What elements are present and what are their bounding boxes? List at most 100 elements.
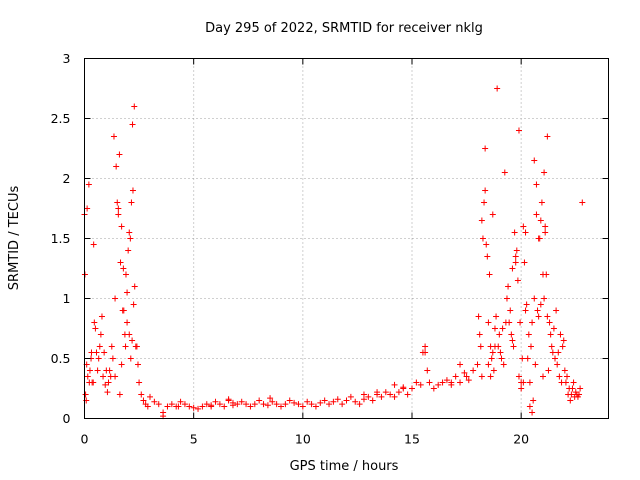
data-point (483, 241, 490, 248)
data-point (482, 187, 489, 194)
data-point (532, 361, 539, 368)
data-point (126, 229, 133, 236)
data-point (391, 393, 398, 400)
data-point (260, 401, 267, 408)
data-point (91, 319, 98, 326)
x-tick-labels: 0 5 10 15 20 (81, 432, 530, 447)
data-point (545, 367, 552, 374)
data-point (229, 399, 236, 406)
data-point (463, 373, 470, 380)
data-point (500, 361, 507, 368)
data-point (86, 367, 93, 374)
data-point (475, 313, 482, 320)
data-point (533, 211, 540, 218)
data-point (286, 397, 293, 404)
data-point (561, 367, 568, 374)
data-point (308, 401, 315, 408)
data-point (129, 187, 136, 194)
data-point (422, 343, 429, 350)
data-point (435, 381, 442, 388)
data-point (548, 343, 555, 350)
data-point (84, 205, 91, 212)
data-point (120, 265, 127, 272)
data-point (395, 389, 402, 396)
data-point (476, 331, 483, 338)
data-point (531, 295, 538, 302)
data-point (108, 343, 115, 350)
data-point (347, 393, 354, 400)
data-point (543, 271, 550, 278)
data-point (509, 337, 516, 344)
data-point (507, 307, 514, 314)
data-point (509, 265, 516, 272)
data-point (256, 397, 263, 404)
data-point (278, 403, 284, 410)
data-point (506, 319, 513, 326)
data-point (555, 349, 562, 356)
data-point (97, 331, 104, 338)
data-point (577, 385, 584, 392)
data-point (457, 379, 464, 386)
data-point (199, 403, 206, 410)
data-point (522, 229, 529, 236)
data-point (251, 401, 258, 408)
data-point (117, 259, 124, 266)
data-point (527, 343, 534, 350)
data-point (85, 181, 92, 188)
data-point (269, 398, 276, 405)
axis-ticks (84, 58, 609, 419)
data-point (530, 397, 537, 404)
data-point (479, 235, 486, 242)
x-tick-label: 10 (295, 432, 311, 447)
data-point (144, 403, 151, 410)
data-point (491, 325, 498, 332)
data-point (525, 331, 532, 338)
data-point (550, 325, 557, 332)
data-point (304, 398, 311, 405)
data-point (374, 389, 381, 396)
data-point (511, 229, 518, 236)
data-point (82, 391, 89, 398)
data-point (542, 229, 549, 236)
data-point (562, 379, 569, 386)
data-point (387, 391, 394, 398)
data-point (129, 337, 136, 344)
data-point (487, 373, 494, 380)
data-point (569, 385, 576, 392)
data-point (557, 331, 564, 338)
data-point (321, 397, 328, 404)
data-point (529, 319, 536, 326)
data-point (474, 361, 481, 368)
data-point (424, 367, 431, 374)
data-point (465, 377, 472, 384)
data-point (499, 325, 506, 332)
y-tick-label: 1 (63, 291, 71, 306)
data-point (493, 313, 500, 320)
data-point (576, 391, 583, 398)
data-point (113, 163, 120, 170)
y-tick-label: 1.5 (51, 231, 71, 246)
data-point (526, 403, 533, 410)
data-point (132, 343, 139, 350)
data-point (542, 223, 549, 230)
plot-frame (84, 58, 609, 419)
data-point (417, 381, 424, 388)
data-point (115, 205, 122, 212)
data-point (282, 401, 289, 408)
data-point (168, 401, 175, 408)
data-point (518, 385, 525, 392)
data-point (556, 373, 563, 380)
data-point (485, 361, 492, 368)
data-point (544, 313, 551, 320)
data-point (541, 169, 548, 176)
data-point (382, 389, 389, 396)
y-tick-label: 3 (63, 51, 71, 66)
data-point (273, 401, 280, 408)
data-point (513, 247, 520, 254)
data-point (138, 391, 145, 398)
data-point (482, 145, 489, 152)
data-point (126, 331, 133, 338)
data-point (90, 241, 97, 248)
data-point (369, 397, 376, 404)
data-point (535, 313, 542, 320)
